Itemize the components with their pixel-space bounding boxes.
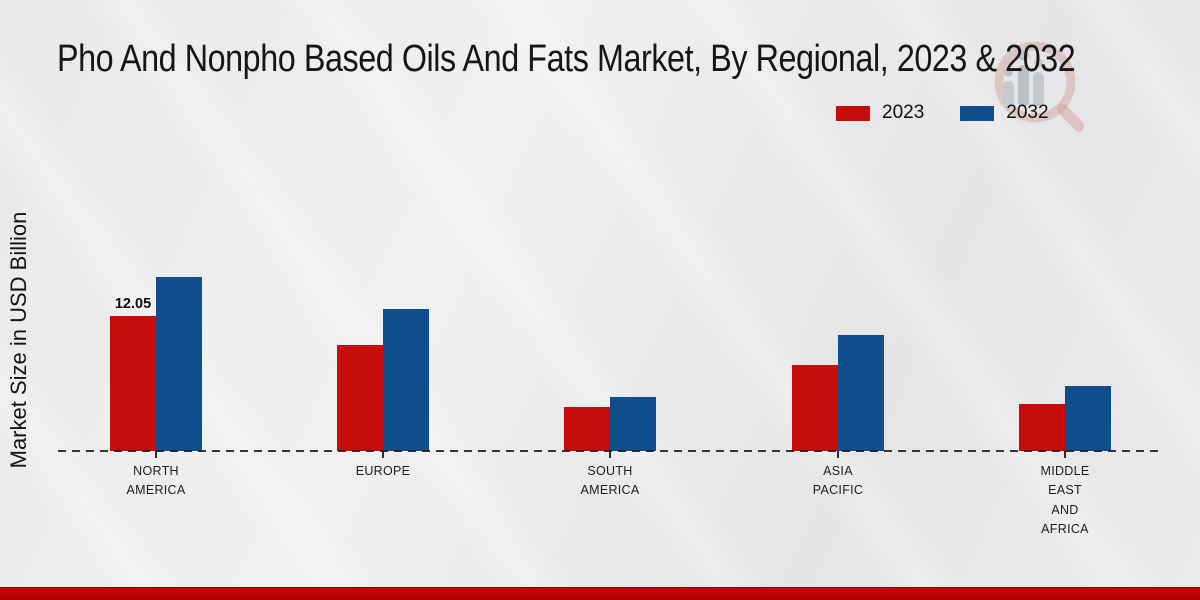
bar-value-label-north-america: 12.05: [114, 296, 152, 312]
bar-2023-asia-pacific: [792, 365, 838, 451]
legend-item-2032: 2032: [960, 102, 1049, 124]
bar-2032-north-america: [156, 277, 202, 451]
bar-2023-south-america: [564, 407, 610, 451]
legend-label-2032: 2032: [1006, 102, 1049, 123]
x-axis-tick-middle-east-and-africa: [1064, 451, 1066, 458]
x-axis-tick-south-america: [609, 451, 611, 458]
bar-2032-middle-east-and-africa: [1065, 386, 1111, 451]
x-axis-baseline: [58, 450, 1162, 452]
bar-2023-middle-east-and-africa: [1019, 404, 1065, 451]
bar-2032-europe: [383, 309, 429, 451]
x-axis-label-middle-east-and-africa: MIDDLE EAST AND AFRICA: [1040, 464, 1090, 537]
bar-2032-south-america: [610, 397, 656, 451]
legend-swatch-2023: [836, 105, 870, 121]
legend: 2023 2032: [836, 102, 1049, 124]
x-axis-tick-asia-pacific: [837, 451, 839, 458]
legend-item-2023: 2023: [836, 102, 924, 124]
chart-title: Pho And Nonpho Based Oils And Fats Marke…: [57, 38, 1076, 80]
x-axis-label-south-america: SOUTH AMERICA: [580, 464, 640, 498]
x-axis-label-asia-pacific: ASIA PACIFIC: [812, 464, 864, 498]
y-axis-label: Market Size in USD Billion: [6, 211, 31, 469]
bar-2023-europe: [337, 345, 383, 451]
x-axis-tick-europe: [382, 451, 384, 458]
footer-accent-bar: [0, 587, 1200, 600]
magnifier-bar-chart-logo-icon: [994, 42, 1085, 132]
x-axis-label-north-america: NORTH AMERICA: [126, 464, 186, 498]
x-axis-tick-north-america: [155, 451, 157, 458]
bar-2023-north-america: [110, 316, 156, 451]
legend-label-2023: 2023: [882, 102, 925, 123]
legend-swatch-2032: [960, 105, 995, 121]
x-axis-label-europe: EUROPE: [355, 464, 411, 478]
bar-2032-asia-pacific: [838, 335, 884, 451]
